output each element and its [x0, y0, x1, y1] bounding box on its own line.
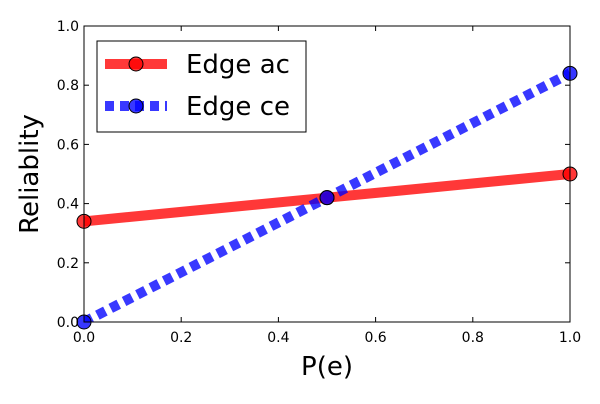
y-tick-label: 0.0: [57, 315, 79, 331]
plot-frame: [83, 25, 571, 323]
x-tick-label: 0.8: [462, 330, 484, 346]
x-tick-label: 0.2: [170, 330, 192, 346]
legend-box: [96, 40, 307, 133]
x-tick-label: 1.0: [559, 330, 581, 346]
y-axis-label: Reliablity: [15, 114, 45, 234]
legend-label-1: Edge ce: [186, 92, 290, 122]
x-tick-label: 0.4: [267, 330, 289, 346]
series-1-point: [319, 190, 335, 206]
y-tick-label: 0.4: [57, 197, 79, 213]
legend-marker-1: [128, 98, 144, 114]
y-tick-label: 1.0: [57, 19, 79, 35]
x-tick-label: 0.6: [364, 330, 386, 346]
legend-label-0: Edge ac: [186, 50, 290, 80]
y-tick-label: 0.2: [57, 256, 79, 272]
ticks-layer: 0.0 0.2 0.4 0.6 0.8 1.0 0.0 0.2 0.4 0.6 0.8 1.0: [57, 19, 581, 346]
y-tick-label: 0.8: [57, 78, 79, 94]
x-axis-label: P(e): [301, 352, 353, 382]
legend-marker-0: [128, 56, 144, 72]
legend: Edge ac Edge ce: [96, 40, 307, 133]
y-tick-label: 0.6: [57, 137, 79, 153]
x-tick-label: 0.0: [73, 330, 95, 346]
